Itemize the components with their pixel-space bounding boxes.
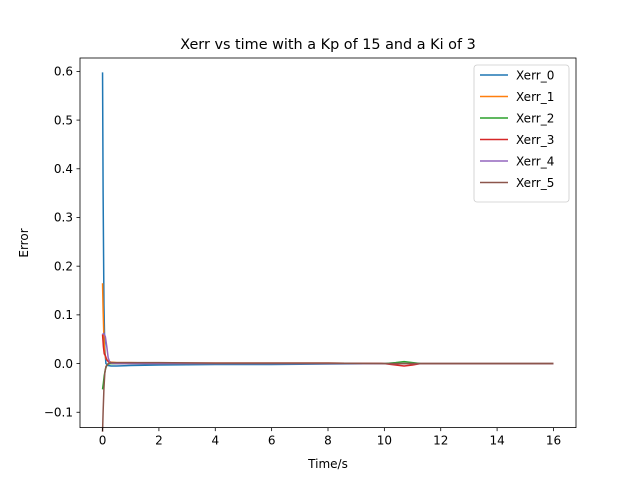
y-tick-label: 0.2: [54, 259, 73, 273]
legend-label: Xerr_5: [516, 176, 554, 190]
y-tick-label: 0.4: [54, 162, 73, 176]
legend-label: Xerr_0: [516, 68, 554, 82]
y-tick-label: 0.0: [54, 357, 73, 371]
x-tick-label: 0: [99, 434, 107, 448]
x-tick-label: 14: [489, 434, 504, 448]
x-tick-label: 10: [377, 434, 392, 448]
x-tick-label: 4: [211, 434, 219, 448]
x-tick-label: 12: [433, 434, 448, 448]
legend: Xerr_0 Xerr_1 Xerr_2 Xerr_3 Xerr_4 Xerr_5: [473, 64, 570, 203]
x-axis-label: Time/s: [307, 457, 348, 471]
legend-label: Xerr_4: [516, 154, 554, 168]
x-tick-label: 8: [324, 434, 332, 448]
y-tick-label: 0.6: [54, 65, 73, 79]
x-tick-label: 2: [155, 434, 163, 448]
plot-lines: [101, 72, 554, 432]
legend-label: Xerr_3: [516, 133, 554, 147]
x-tick-label: 6: [268, 434, 276, 448]
x-axis: 0 2 4 6 8 10 12 14 16: [99, 427, 561, 448]
y-axis-label: Error: [17, 228, 31, 257]
legend-label: Xerr_1: [516, 90, 554, 104]
legend-label: Xerr_2: [516, 111, 554, 125]
y-tick-label: 0.1: [54, 308, 73, 322]
y-axis: −0.1 0.0 0.1 0.2 0.3 0.4 0.5 0.6: [44, 65, 80, 419]
y-tick-label: −0.1: [44, 405, 73, 419]
series-line-5: [101, 361, 554, 432]
y-tick-label: 0.3: [54, 211, 73, 225]
x-tick-label: 16: [546, 434, 561, 448]
legend-box: [473, 64, 570, 203]
chart-title: Xerr vs time with a Kp of 15 and a Ki of…: [180, 37, 476, 53]
y-tick-label: 0.5: [54, 113, 73, 127]
